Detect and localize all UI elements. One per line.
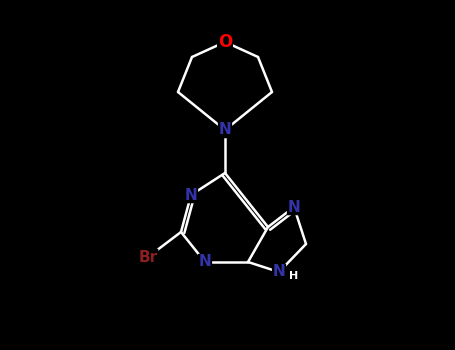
Text: Br: Br: [138, 250, 157, 265]
Text: N: N: [288, 199, 300, 215]
Text: N: N: [185, 188, 197, 203]
Text: N: N: [218, 122, 232, 138]
Text: N: N: [199, 254, 212, 270]
Text: N: N: [273, 265, 285, 280]
Text: O: O: [218, 33, 232, 51]
Text: H: H: [289, 271, 298, 281]
